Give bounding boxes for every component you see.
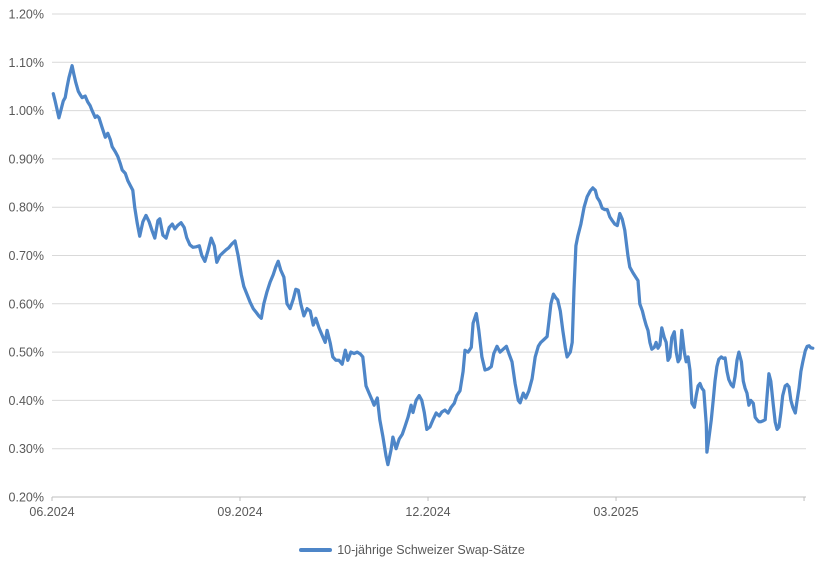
legend-label: 10-jährige Schweizer Swap-Sätze <box>337 543 525 557</box>
y-axis-tick-label: 0.60% <box>9 297 44 311</box>
y-axis-tick-label: 0.30% <box>9 442 44 456</box>
y-axis-tick-label: 1.00% <box>9 104 44 118</box>
y-axis-tick-label: 1.10% <box>9 56 44 70</box>
x-axis-tick-label: 03.2025 <box>593 505 638 519</box>
y-axis-tick-label: 0.40% <box>9 394 44 408</box>
y-axis-tick-label: 0.20% <box>9 491 44 505</box>
x-axis-tick-label: 06.2024 <box>29 505 74 519</box>
swap-rate-line <box>51 64 815 467</box>
x-axis-tick-label: 12.2024 <box>405 505 450 519</box>
legend: 10-jährige Schweizer Swap-Sätze <box>0 543 824 557</box>
y-axis-tick-label: 1.20% <box>9 8 44 22</box>
y-axis-tick-label: 0.50% <box>9 346 44 360</box>
legend-line-swatch <box>299 548 333 552</box>
x-axis-tick-label: 09.2024 <box>217 505 262 519</box>
y-axis-tick-label: 0.70% <box>9 249 44 263</box>
y-axis-tick-label: 0.80% <box>9 201 44 215</box>
y-axis-tick-label: 0.90% <box>9 152 44 166</box>
